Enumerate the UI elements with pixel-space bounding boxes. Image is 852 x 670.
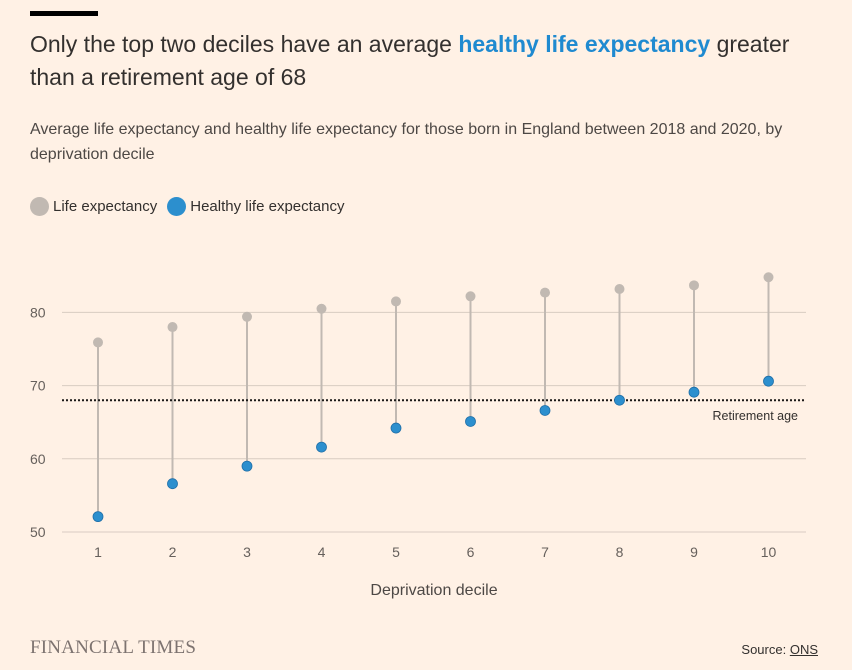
source-link[interactable]: ONS xyxy=(789,642,818,657)
x-tick-label-5: 5 xyxy=(392,544,400,560)
life-expectancy-point-decile-5 xyxy=(391,296,401,307)
x-tick-label-6: 6 xyxy=(467,544,475,560)
x-tick-label-9: 9 xyxy=(690,544,698,560)
healthy-life-expectancy-point-decile-4 xyxy=(316,441,327,453)
legend-label-healthy-life-expectancy: Healthy life expectancy xyxy=(190,198,345,215)
header-accent-bar xyxy=(30,11,98,16)
legend-item-life-expectancy: Life expectancy xyxy=(30,197,157,216)
life-expectancy-point-decile-9 xyxy=(689,280,699,291)
source-prefix: Source: xyxy=(741,642,790,657)
x-axis-title: Deprivation decile xyxy=(370,582,497,599)
x-tick-label-3: 3 xyxy=(243,544,251,560)
chart-title: Only the top two deciles have an average… xyxy=(30,28,820,94)
brand-logo: FINANCIAL TIMES xyxy=(30,637,197,658)
healthy-life-expectancy-point-decile-10 xyxy=(763,375,774,387)
y-tick-label-80: 80 xyxy=(30,304,46,320)
life-expectancy-point-decile-3 xyxy=(242,311,252,322)
legend-swatch-life-expectancy xyxy=(30,197,49,216)
healthy-life-expectancy-point-decile-1 xyxy=(92,511,104,523)
legend-item-healthy-life-expectancy: Healthy life expectancy xyxy=(167,197,344,216)
y-tick-label-50: 50 xyxy=(30,524,46,540)
healthy-life-expectancy-point-decile-5 xyxy=(390,422,402,434)
life-expectancy-point-decile-10 xyxy=(763,272,774,283)
healthy-life-expectancy-point-decile-3 xyxy=(241,460,253,472)
y-tick-label-70: 70 xyxy=(30,378,46,394)
healthy-life-expectancy-point-decile-6 xyxy=(465,416,476,427)
healthy-life-expectancy-point-decile-9 xyxy=(688,386,700,398)
x-tick-label-2: 2 xyxy=(169,544,177,560)
x-tick-label-10: 10 xyxy=(761,544,777,560)
life-expectancy-point-decile-8 xyxy=(614,283,625,294)
legend-label-life-expectancy: Life expectancy xyxy=(53,198,158,215)
life-expectancy-point-decile-6 xyxy=(465,291,476,302)
legend-swatch-healthy-life-expectancy xyxy=(167,197,187,216)
healthy-life-expectancy-point-decile-2 xyxy=(167,478,178,490)
dumbbell-chart: 50 60 70 80 1 2 3 4 5 6 7 8 9 10 Deprivation decile Ret… xyxy=(30,272,806,599)
title-highlight: healthy life expectancy xyxy=(458,31,711,57)
title-text-start: Only the top two deciles have an average xyxy=(30,31,452,57)
x-tick-label-1: 1 xyxy=(94,544,102,560)
healthy-life-expectancy-point-decile-8 xyxy=(614,394,625,406)
healthy-life-expectancy-point-decile-7 xyxy=(539,405,551,416)
x-tick-label-7: 7 xyxy=(541,544,549,560)
life-expectancy-point-decile-4 xyxy=(316,303,327,314)
source-credit: Source: ONS xyxy=(741,642,818,657)
chart-legend: Life expectancy Healthy life expectancy xyxy=(30,197,354,216)
chart-subtitle: Average life expectancy and healthy life… xyxy=(30,121,783,163)
life-expectancy-point-decile-1 xyxy=(93,337,103,348)
life-expectancy-point-decile-2 xyxy=(167,322,178,333)
title-text-end: greater than a retirement age of 68 xyxy=(30,31,790,90)
life-expectancy-point-decile-7 xyxy=(540,287,550,298)
y-tick-label-60: 60 xyxy=(30,451,46,467)
retirement-age-label: Retirement age xyxy=(713,409,799,423)
x-tick-label-4: 4 xyxy=(318,544,326,560)
x-tick-label-8: 8 xyxy=(616,544,624,560)
